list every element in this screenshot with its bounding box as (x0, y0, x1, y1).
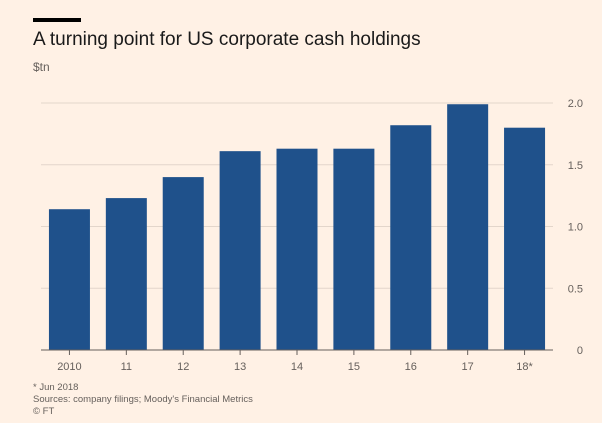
bar (162, 177, 204, 350)
bar (390, 125, 432, 350)
x-tick-label: 17 (462, 361, 474, 373)
y-tick-label: 0.5 (568, 283, 583, 295)
bar (447, 104, 489, 350)
y-tick-label: 2.0 (568, 98, 583, 110)
bar (276, 148, 318, 350)
chart-title: A turning point for US corporate cash ho… (33, 29, 421, 50)
y-axis-unit-label: $tn (33, 60, 50, 74)
bar (504, 127, 546, 350)
bar (48, 209, 90, 350)
sources-note: Sources: company filings; Moody's Financ… (33, 394, 253, 405)
x-tick-label: 15 (348, 361, 360, 373)
x-tick-label: 2010 (57, 361, 81, 373)
y-tick-label: 1.0 (568, 222, 583, 234)
bar (105, 198, 147, 350)
title-rule (33, 18, 81, 22)
footnote-date: * Jun 2018 (33, 382, 79, 393)
y-tick-label: 1.5 (568, 160, 583, 172)
bar (333, 148, 375, 350)
copyright-note: © FT (33, 406, 55, 417)
y-tick-label: 0 (577, 345, 583, 357)
x-tick-label: 13 (234, 361, 246, 373)
x-axis (41, 349, 553, 355)
bar (219, 151, 261, 350)
y-axis-tick-labels: 0 0.5 1.0 1.5 2.0 (568, 98, 583, 357)
x-tick-label: 14 (291, 361, 303, 373)
x-axis-tick-labels: 2010 11 12 13 14 15 16 17 18* (57, 361, 533, 373)
x-tick-label: 18* (516, 361, 533, 373)
bars (48, 104, 546, 350)
x-tick-label: 11 (121, 361, 132, 373)
footnotes: * Jun 2018 Sources: company filings; Moo… (33, 382, 253, 418)
x-tick-label: 12 (177, 361, 189, 373)
x-tick-label: 16 (405, 361, 417, 373)
bar-chart: 0 0.5 1.0 1.5 2.0 2010 11 12 13 14 15 16 17 18* (41, 98, 583, 373)
